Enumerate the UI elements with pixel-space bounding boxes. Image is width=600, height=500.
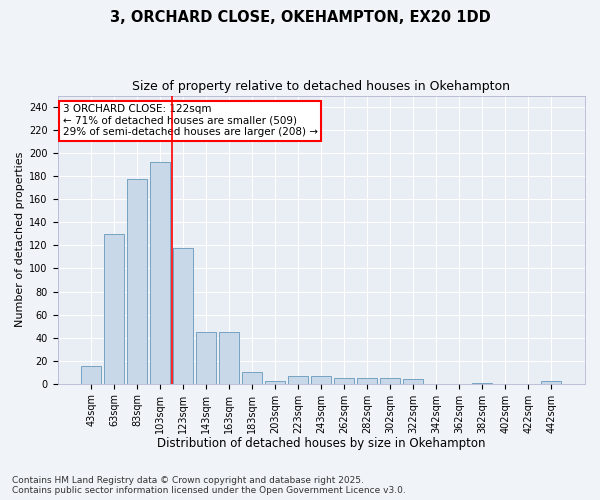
Text: Contains HM Land Registry data © Crown copyright and database right 2025.
Contai: Contains HM Land Registry data © Crown c…	[12, 476, 406, 495]
Bar	[265, 382, 285, 384]
Bar	[311, 376, 331, 384]
Bar	[104, 234, 124, 384]
Bar	[127, 178, 147, 384]
Bar	[358, 378, 377, 384]
Bar	[380, 378, 400, 384]
Bar	[196, 332, 216, 384]
Bar	[82, 366, 101, 384]
Text: 3 ORCHARD CLOSE: 122sqm
← 71% of detached houses are smaller (509)
29% of semi-d: 3 ORCHARD CLOSE: 122sqm ← 71% of detache…	[63, 104, 318, 138]
Bar	[173, 248, 193, 384]
Bar	[472, 382, 492, 384]
Title: Size of property relative to detached houses in Okehampton: Size of property relative to detached ho…	[132, 80, 510, 93]
Bar	[242, 372, 262, 384]
Text: 3, ORCHARD CLOSE, OKEHAMPTON, EX20 1DD: 3, ORCHARD CLOSE, OKEHAMPTON, EX20 1DD	[110, 10, 490, 25]
Bar	[289, 376, 308, 384]
Bar	[151, 162, 170, 384]
Bar	[403, 379, 423, 384]
Bar	[541, 382, 561, 384]
Bar	[220, 332, 239, 384]
X-axis label: Distribution of detached houses by size in Okehampton: Distribution of detached houses by size …	[157, 437, 485, 450]
Y-axis label: Number of detached properties: Number of detached properties	[15, 152, 25, 328]
Bar	[334, 378, 354, 384]
